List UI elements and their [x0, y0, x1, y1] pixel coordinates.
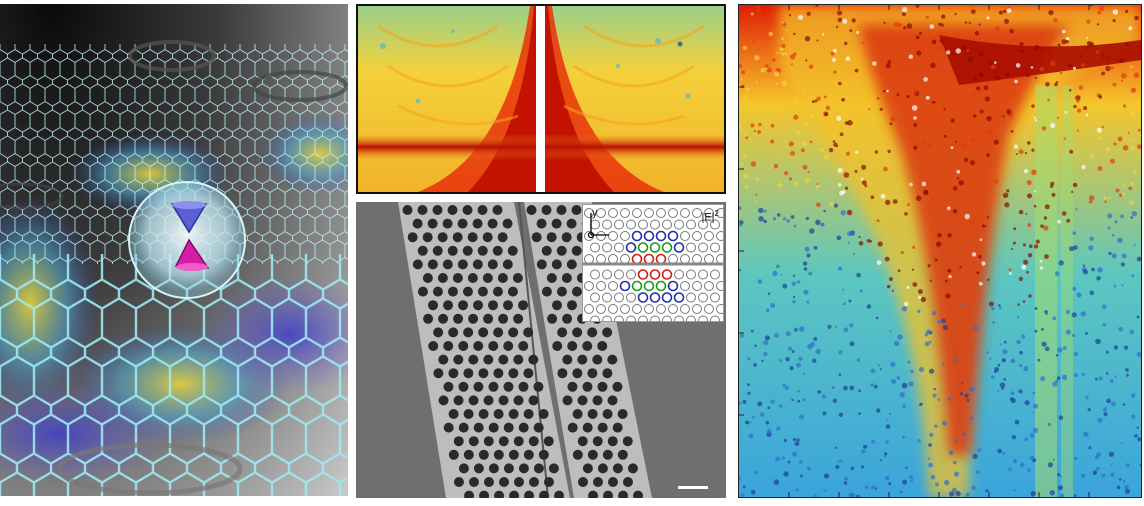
graphene-illustration — [0, 4, 348, 496]
spectral-intensity-map — [738, 4, 1142, 498]
sem-micrograph: y |E|2 — [356, 202, 726, 498]
mode-profile-inset: y |E|2 — [582, 204, 724, 322]
inset-field-label: |E|2 — [701, 209, 719, 224]
scale-bar — [678, 486, 708, 489]
dirac-cone-icon — [170, 201, 210, 271]
field-intensity-map — [356, 4, 726, 194]
axes-icon — [587, 213, 609, 239]
inset-axis-label: y — [592, 207, 598, 219]
